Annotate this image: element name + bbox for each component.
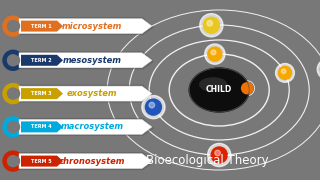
- Circle shape: [3, 50, 23, 70]
- Polygon shape: [21, 55, 63, 66]
- Polygon shape: [19, 154, 152, 169]
- Text: microsystem: microsystem: [62, 22, 122, 31]
- Circle shape: [7, 21, 19, 32]
- Circle shape: [142, 96, 165, 119]
- Polygon shape: [19, 119, 152, 134]
- Circle shape: [208, 143, 231, 167]
- Circle shape: [205, 44, 225, 64]
- Circle shape: [7, 55, 19, 66]
- Circle shape: [203, 17, 219, 33]
- Polygon shape: [19, 152, 154, 170]
- Circle shape: [3, 16, 23, 36]
- Circle shape: [208, 47, 222, 61]
- Polygon shape: [19, 51, 154, 69]
- Circle shape: [7, 88, 19, 99]
- Text: TERM 3: TERM 3: [31, 91, 51, 96]
- Polygon shape: [19, 19, 152, 34]
- Polygon shape: [19, 118, 154, 136]
- Text: Bioecological Theory: Bioecological Theory: [146, 154, 268, 167]
- Circle shape: [276, 64, 294, 82]
- Wedge shape: [13, 21, 20, 31]
- Circle shape: [3, 84, 23, 104]
- Circle shape: [7, 156, 19, 167]
- Text: TERM 2: TERM 2: [31, 58, 51, 63]
- Wedge shape: [13, 122, 20, 132]
- Text: TERM 5: TERM 5: [31, 159, 51, 164]
- Text: exosystem: exosystem: [67, 89, 117, 98]
- Text: TERM 1: TERM 1: [31, 24, 51, 29]
- Circle shape: [242, 83, 252, 94]
- Polygon shape: [21, 121, 63, 132]
- Circle shape: [200, 14, 223, 37]
- Polygon shape: [19, 86, 152, 101]
- Text: CHILD: CHILD: [206, 86, 232, 94]
- Text: chronosystem: chronosystem: [59, 157, 125, 166]
- Circle shape: [215, 150, 220, 156]
- Polygon shape: [21, 156, 63, 167]
- Circle shape: [281, 69, 286, 74]
- Polygon shape: [21, 21, 63, 32]
- Polygon shape: [21, 88, 63, 99]
- Circle shape: [145, 99, 161, 115]
- Wedge shape: [13, 89, 20, 99]
- Ellipse shape: [189, 68, 249, 112]
- Circle shape: [278, 66, 292, 79]
- Text: mesosystem: mesosystem: [62, 56, 122, 65]
- Text: macrosystem: macrosystem: [60, 122, 124, 131]
- Polygon shape: [19, 85, 154, 103]
- Wedge shape: [13, 156, 20, 166]
- Polygon shape: [19, 53, 152, 68]
- Circle shape: [211, 147, 227, 163]
- Circle shape: [211, 50, 216, 55]
- Ellipse shape: [200, 78, 227, 91]
- Circle shape: [317, 59, 320, 79]
- Circle shape: [207, 21, 212, 26]
- Polygon shape: [19, 17, 154, 35]
- Circle shape: [149, 102, 155, 108]
- Circle shape: [7, 121, 19, 132]
- Circle shape: [3, 151, 23, 171]
- Wedge shape: [13, 55, 20, 65]
- Text: TERM 4: TERM 4: [31, 124, 51, 129]
- Circle shape: [3, 117, 23, 137]
